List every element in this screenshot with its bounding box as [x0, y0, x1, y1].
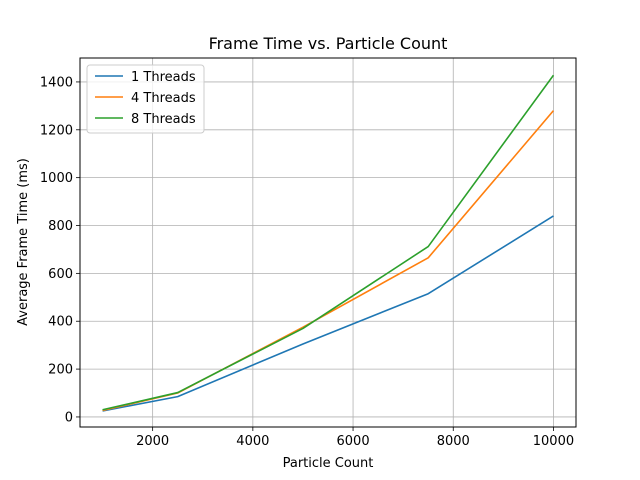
legend-entry-label: 4 Threads [131, 91, 196, 106]
plot-frame [79, 57, 577, 428]
x-axis-label: Particle Count [283, 456, 374, 471]
legend: 1 Threads 4 Threads 8 Threads [86, 64, 205, 134]
y-axis-label: Average Frame Time (ms) [16, 158, 31, 326]
series-line-1 [102, 215, 554, 412]
y-tick-label: 400 [48, 315, 73, 330]
y-tick-label: 0 [65, 410, 73, 425]
y-tick-label: 800 [48, 219, 73, 234]
y-tick-label: 200 [48, 363, 73, 378]
y-tick-label: 600 [48, 267, 73, 282]
x-tick-label: 8000 [437, 434, 470, 449]
legend-entry-label: 1 Threads [131, 70, 196, 85]
series-layer [102, 74, 555, 412]
legend-box [86, 64, 205, 134]
x-tick-label: 10000 [533, 434, 574, 449]
chart-title: Frame Time vs. Particle Count [209, 34, 448, 53]
x-tick-label: 2000 [136, 434, 169, 449]
ticks: 2000 4000 6000 8000 10000 0 200 400 600 800 1000 12… [40, 75, 574, 449]
y-tick-label: 1000 [40, 171, 73, 186]
y-tick-label: 1200 [40, 123, 73, 138]
x-tick-label: 6000 [337, 434, 370, 449]
y-tick-label: 1400 [40, 75, 73, 90]
series-line-3 [102, 74, 555, 411]
x-tick-label: 4000 [236, 434, 269, 449]
legend-entry-label: 8 Threads [131, 112, 196, 127]
